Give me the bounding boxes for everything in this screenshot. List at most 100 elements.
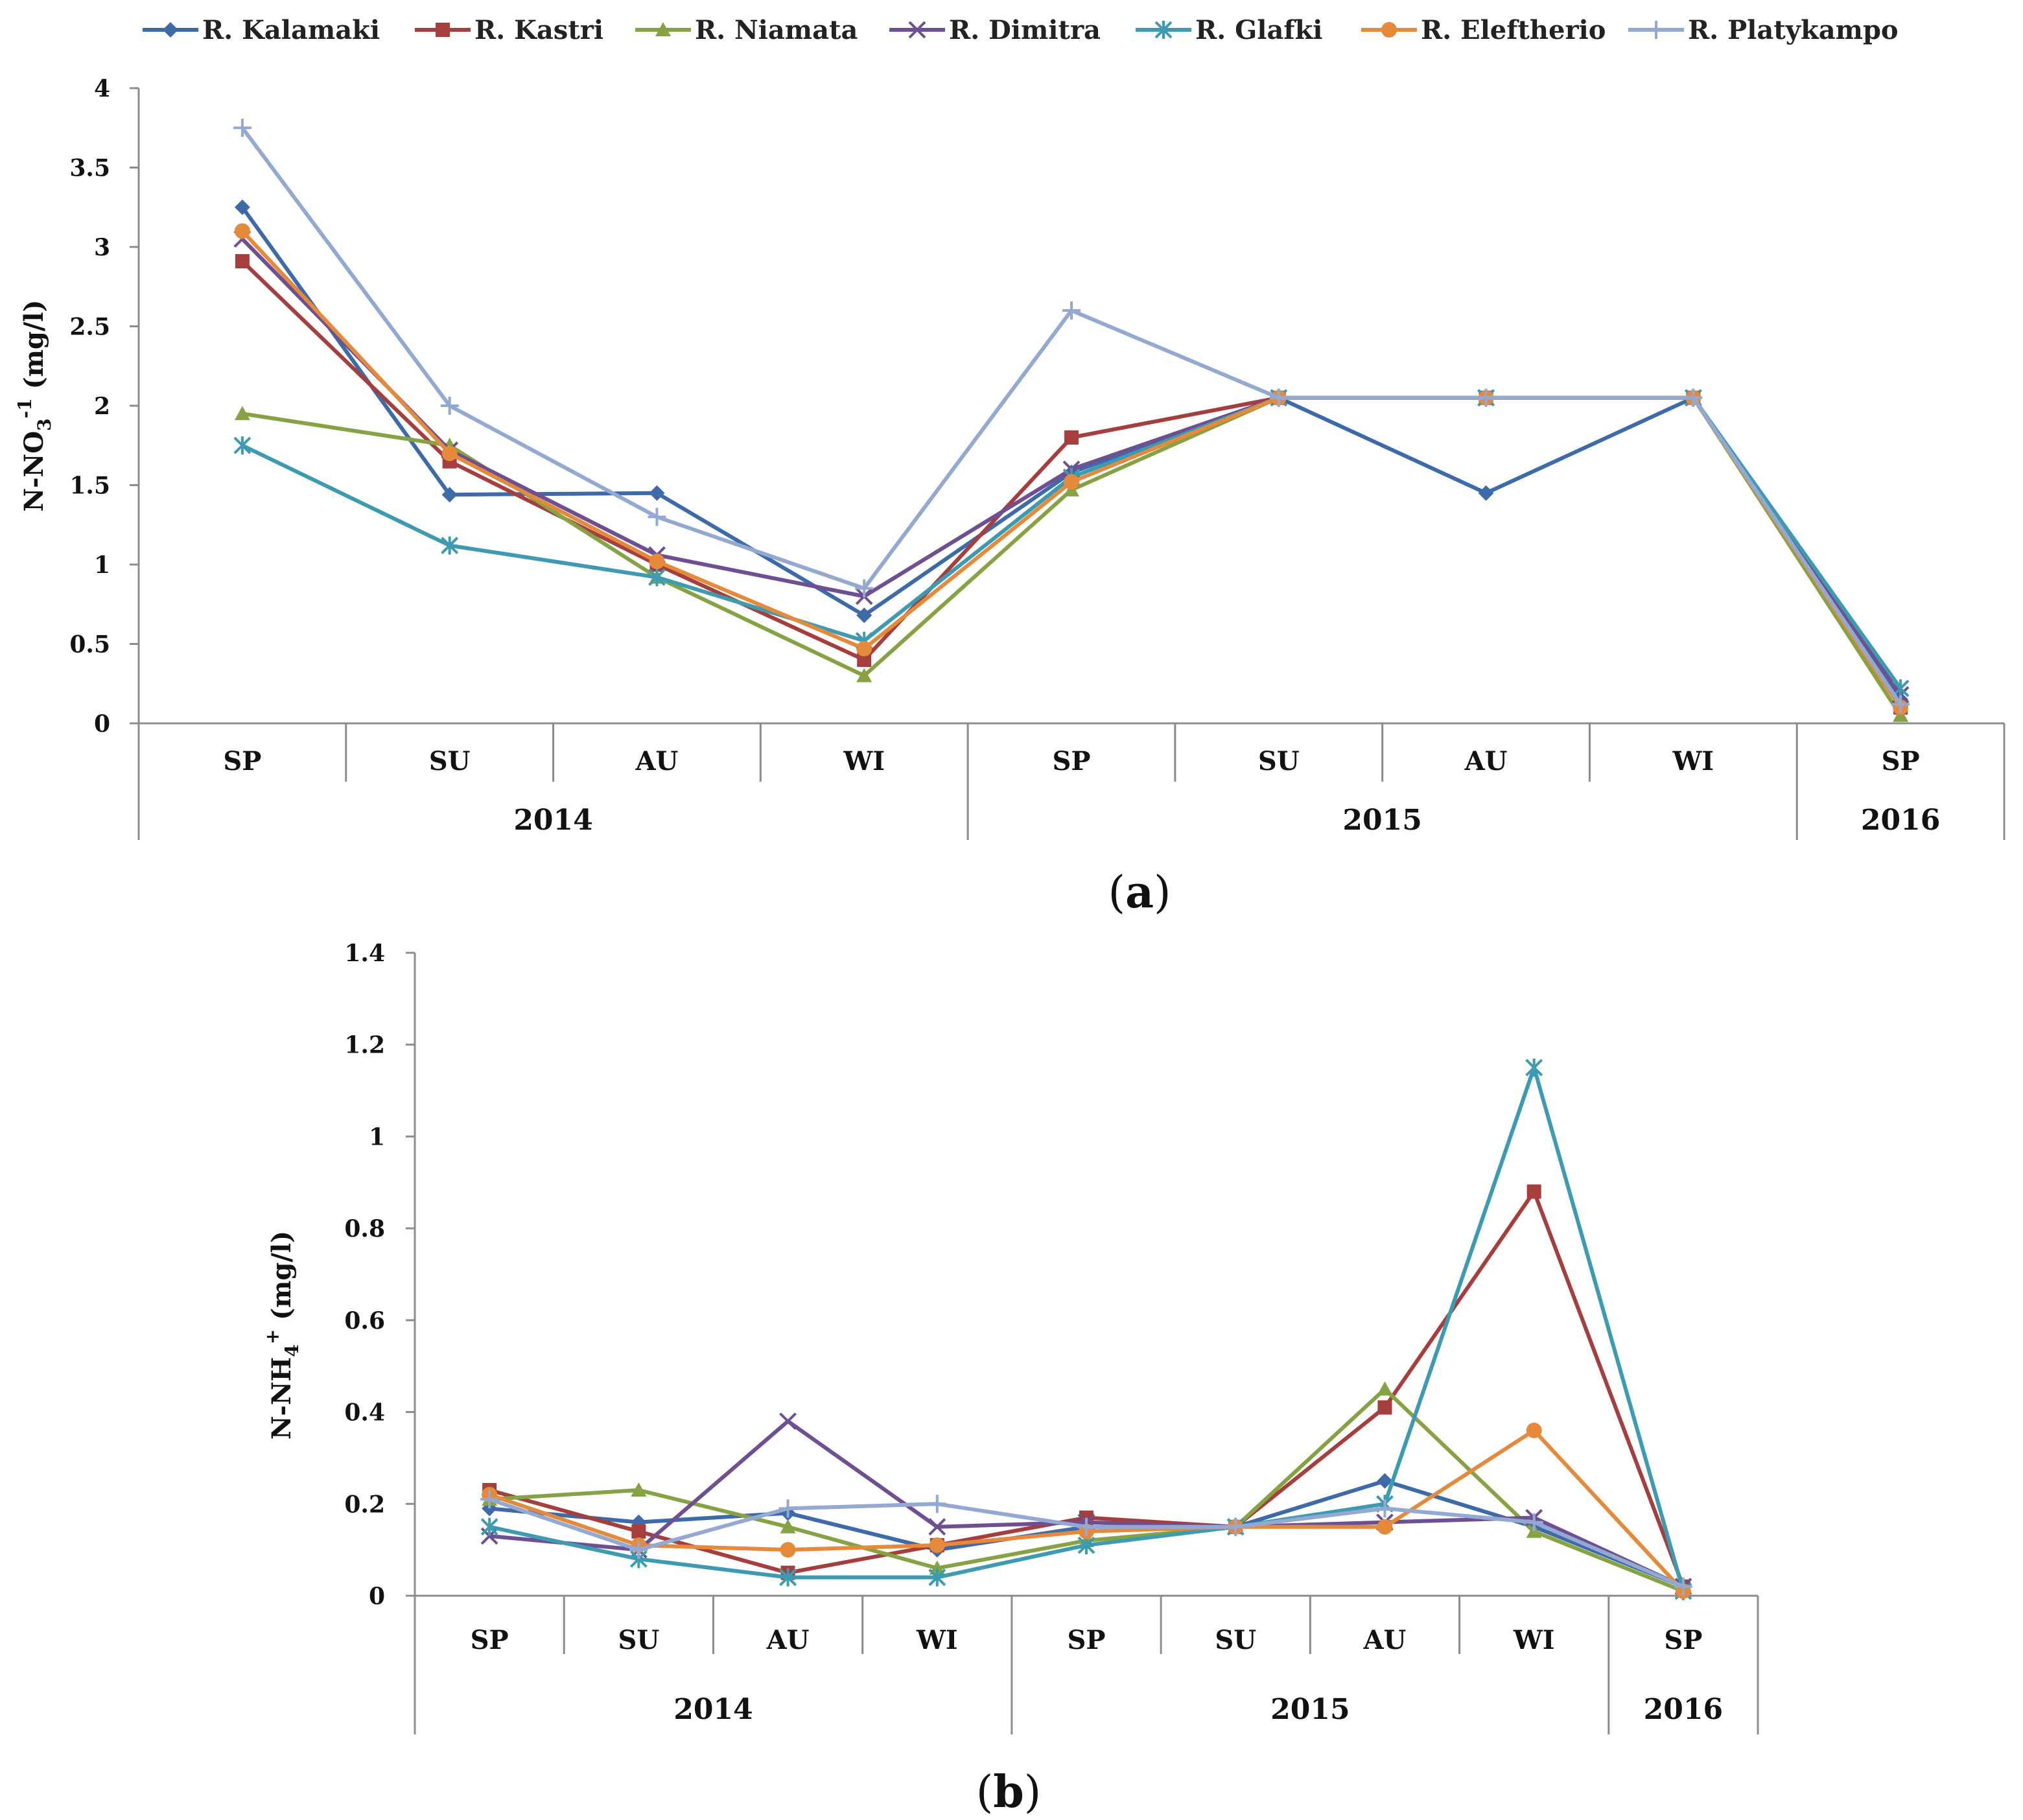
y-axis-title: N-NH4+ (mg/l) bbox=[262, 1231, 303, 1440]
year-label: 2015 bbox=[1342, 804, 1421, 837]
legend-marker-icon bbox=[1381, 22, 1397, 38]
legend-item: R. Platykampo bbox=[1628, 15, 1899, 45]
y-tick-label: 0.6 bbox=[344, 1307, 385, 1335]
legend-label: R. Eleftherio bbox=[1421, 15, 1606, 45]
chart-a-nitrate: 0 0.5 1 1.5 2 2.5 3 3.5 4 SP SU AU WI SP SU AU WI SP 2014 2… bbox=[14, 75, 2005, 918]
legend-marker-icon bbox=[908, 21, 926, 39]
data-point bbox=[1062, 301, 1081, 320]
legend-marker-icon bbox=[1647, 21, 1665, 39]
series-r-platykampo bbox=[233, 119, 1910, 714]
legend-marker-icon bbox=[655, 22, 671, 36]
data-point bbox=[1064, 474, 1079, 490]
data-point bbox=[928, 1518, 946, 1536]
data-point bbox=[1526, 1422, 1542, 1438]
data-point bbox=[929, 1560, 945, 1575]
data-point bbox=[234, 199, 250, 215]
data-point bbox=[629, 1541, 648, 1559]
year-label: 2016 bbox=[1861, 804, 1940, 837]
x-tick-label: WI bbox=[843, 746, 885, 776]
legend-item: R. Dimitra bbox=[889, 15, 1101, 45]
y-axis-title: N-NO3-1 (mg/l) bbox=[14, 299, 55, 511]
x-tick-label: SP bbox=[1664, 1625, 1702, 1655]
data-point bbox=[1477, 388, 1495, 407]
x-tick-label: SP bbox=[1068, 1625, 1106, 1655]
x-tick-label: SP bbox=[471, 1625, 509, 1655]
data-point bbox=[1478, 485, 1494, 501]
data-point bbox=[480, 1517, 498, 1536]
legend-marker-icon bbox=[163, 22, 178, 38]
data-point bbox=[441, 536, 459, 555]
legend-label: R. Kastri bbox=[474, 15, 603, 45]
data-point bbox=[856, 607, 872, 624]
data-point bbox=[1377, 1400, 1392, 1415]
y-tick-label: 0.8 bbox=[344, 1215, 385, 1242]
x-tick-label: WI bbox=[1513, 1625, 1555, 1655]
data-point bbox=[779, 1568, 797, 1587]
y-tick-label: 1.2 bbox=[344, 1032, 385, 1059]
y-tick-label: 1 bbox=[94, 552, 110, 579]
data-point bbox=[1077, 1517, 1095, 1536]
legend-label: R. Glafki bbox=[1195, 15, 1322, 45]
x-tick-label: WI bbox=[1672, 746, 1714, 776]
data-point bbox=[480, 1490, 499, 1509]
data-point bbox=[1064, 430, 1079, 445]
year-label: 2015 bbox=[1270, 1693, 1350, 1726]
data-point bbox=[631, 1482, 647, 1497]
legend-marker-icon bbox=[436, 23, 450, 37]
data-point bbox=[440, 397, 459, 415]
data-point bbox=[928, 1495, 946, 1513]
series-line bbox=[242, 395, 1902, 717]
panel-label: (b) bbox=[976, 1766, 1042, 1818]
x-tick-label: SP bbox=[1882, 746, 1920, 776]
x-tick-label: AU bbox=[766, 1625, 810, 1655]
x-tick-label: SU bbox=[429, 746, 471, 776]
legend-item: R. Eleftherio bbox=[1361, 15, 1606, 45]
data-point bbox=[856, 668, 872, 682]
y-tick-label: 0 bbox=[94, 710, 110, 738]
legend-item: R. Kalamaki bbox=[143, 15, 380, 45]
series-line bbox=[240, 205, 1902, 701]
data-point bbox=[1891, 695, 1910, 714]
legend-item: R. Kastri bbox=[415, 15, 603, 45]
x-tick-label: AU bbox=[635, 746, 678, 776]
year-label: 2016 bbox=[1644, 1693, 1723, 1726]
series-r-platykampo bbox=[480, 1490, 1692, 1596]
legend-marker-icon bbox=[1154, 21, 1173, 39]
y-tick-label: 0 bbox=[369, 1583, 385, 1610]
series-r-dimitra bbox=[480, 1412, 1692, 1596]
year-label: 2014 bbox=[513, 804, 592, 837]
legend-item: R. Niamata bbox=[635, 15, 858, 45]
data-point bbox=[1525, 1513, 1543, 1532]
y-tick-label: 3 bbox=[94, 234, 110, 261]
data-point bbox=[1269, 388, 1288, 407]
y-tick-label: 0.4 bbox=[344, 1399, 385, 1427]
x-tick-label: SU bbox=[1215, 1625, 1256, 1655]
data-point bbox=[1526, 1184, 1541, 1199]
x-tick-label: SP bbox=[223, 746, 261, 776]
y-tick-label: 2 bbox=[94, 393, 110, 420]
data-point bbox=[648, 568, 666, 587]
legend: R. Kalamaki R. Kastri R. Niamata R. Dimitra… bbox=[143, 15, 1899, 45]
data-point bbox=[233, 119, 251, 137]
x-tick-label: SU bbox=[618, 1625, 659, 1655]
y-tick-label: 4 bbox=[94, 75, 110, 102]
chart-b-ammonium: 0 0.2 0.4 0.6 0.8 1 1.2 1.4 SP SU AU WI SP SU AU WI SP 20… bbox=[262, 940, 1759, 1818]
data-point bbox=[441, 445, 458, 461]
data-point bbox=[1684, 388, 1703, 407]
data-point bbox=[929, 1537, 945, 1554]
legend-item: R. Glafki bbox=[1136, 15, 1322, 45]
data-point bbox=[631, 1524, 646, 1539]
series-r-kalamaki bbox=[234, 199, 1909, 708]
x-tick-label: SU bbox=[1258, 746, 1300, 776]
data-point bbox=[234, 223, 250, 239]
data-point bbox=[780, 1519, 796, 1534]
data-point bbox=[1375, 1499, 1394, 1518]
data-point bbox=[234, 406, 250, 421]
data-point bbox=[855, 579, 874, 598]
y-tick-label: 1.5 bbox=[69, 472, 110, 500]
data-point bbox=[1377, 1473, 1393, 1489]
data-point bbox=[928, 1568, 946, 1587]
data-point bbox=[441, 487, 458, 503]
data-point bbox=[233, 436, 251, 455]
